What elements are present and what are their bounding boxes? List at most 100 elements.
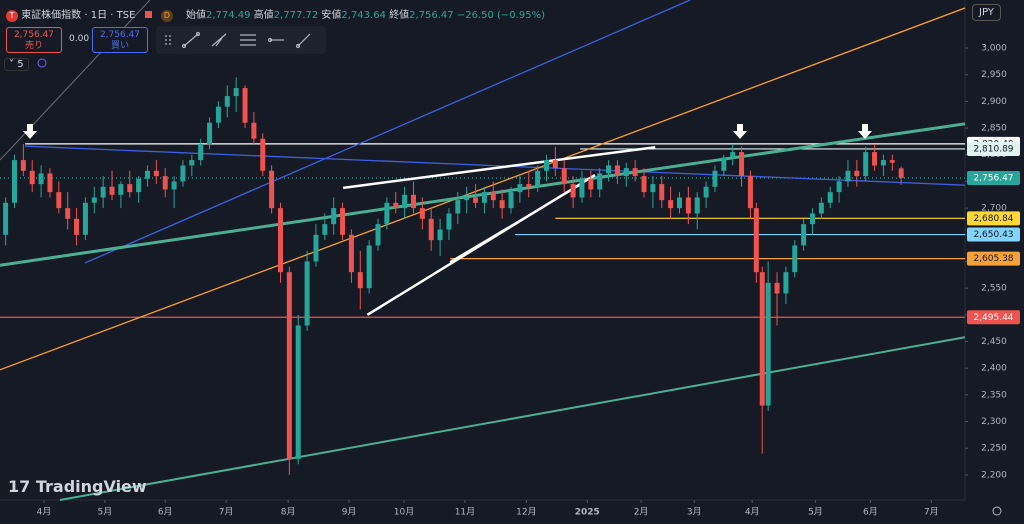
candle-body (543, 160, 549, 171)
header: T 東証株価指数 · 1日 · TSE D 始値2,774.49 高値2,777… (6, 6, 545, 22)
y-tick-label: 2,350 (981, 390, 1007, 400)
candle-body (198, 144, 204, 161)
candle-body (668, 200, 674, 209)
candle-body (144, 170, 150, 179)
x-tick-label: 10月 (394, 507, 414, 518)
candle-body (38, 173, 44, 185)
candle-body (100, 186, 106, 198)
candle-body (295, 325, 301, 459)
x-tick-label: 3月 (687, 507, 702, 518)
candle-body (561, 168, 567, 185)
candle-body (845, 170, 851, 182)
candle-body (171, 181, 177, 190)
x-tick-label: 4月 (745, 507, 760, 518)
candle-body (889, 160, 895, 163)
candle-body (712, 170, 718, 187)
change: −26.50 (−0.95%) (456, 10, 545, 21)
candle-body (402, 194, 408, 209)
candle-body (753, 208, 759, 273)
candle-body (313, 234, 319, 262)
x-tick-label: 6月 (158, 507, 173, 518)
candle-body (189, 160, 195, 166)
candle-body (606, 165, 612, 174)
price-label-box (967, 227, 1020, 242)
price-label-box (967, 170, 1020, 185)
sell-label: 売り (24, 41, 43, 51)
trend-line (25, 145, 966, 186)
candle-body (783, 272, 789, 294)
candle-body (162, 176, 168, 190)
candle-body (331, 208, 337, 225)
value: 2,743.64 (341, 10, 386, 21)
value: 2,777.72 (273, 10, 319, 21)
candle-body (357, 272, 363, 289)
x-tick-label: 12月 (516, 507, 536, 518)
candle-body (3, 202, 9, 235)
candle-body (286, 272, 292, 459)
trend-line (449, 182, 584, 263)
candle-body (765, 282, 771, 406)
trend-line (342, 146, 656, 190)
candle-body (224, 96, 230, 107)
candle-body (455, 200, 461, 214)
candle-body (614, 165, 620, 177)
candle-body (242, 88, 248, 123)
indicator-toggle[interactable]: ˅ 5 (4, 58, 29, 71)
candle-body (136, 178, 142, 193)
candle-body (676, 197, 682, 209)
logo: 𝟭𝟳 TradingView (8, 477, 147, 496)
candle-body (47, 173, 53, 193)
candle-body (490, 192, 496, 201)
trend-line (0, 0, 151, 161)
candle-body (739, 152, 745, 177)
candle-body (809, 213, 815, 225)
candle-body (898, 168, 904, 178)
candle-body (269, 170, 275, 209)
label: 始値 (185, 10, 206, 21)
price-label: 2,680.84 (973, 214, 1013, 224)
candle-body (632, 168, 638, 177)
price-label-box (967, 141, 1020, 156)
buy-price: 2,756.47 (99, 30, 141, 40)
currency[interactable]: JPY (972, 4, 1001, 21)
candle-body (127, 184, 133, 193)
candle-body (251, 122, 257, 139)
price-label-box (967, 251, 1020, 266)
candle-body (759, 272, 765, 406)
candle-body (588, 178, 594, 190)
candle-body (277, 208, 283, 273)
candle-body (570, 184, 576, 198)
y-tick-label: 2,850 (981, 124, 1007, 134)
price-label-box (967, 310, 1020, 325)
buy-button[interactable]: 2,756.47 買い (92, 27, 148, 53)
y-tick-label: 3,000 (981, 44, 1007, 54)
candle-body (685, 197, 691, 214)
candle-body (517, 184, 523, 193)
sell-price: 2,756.47 (13, 30, 55, 40)
sell-button[interactable]: 2,756.47 売り (6, 27, 62, 53)
candle-body (597, 173, 603, 190)
drawing-toolbar (156, 26, 326, 54)
x-tick-label: 2025 (575, 508, 600, 518)
candle-body (446, 213, 452, 230)
x-tick-label: 7月 (924, 507, 939, 518)
price-label: 2,605.38 (973, 254, 1013, 264)
x-tick-label: 8月 (281, 507, 296, 518)
candle-body (694, 197, 700, 214)
candle-body (82, 202, 88, 235)
badge: D (160, 10, 173, 22)
symbol[interactable]: 東証株価指数 · 1日 · TSE (21, 10, 136, 21)
candle-body (730, 152, 736, 158)
x-tick-label: 9月 (342, 507, 357, 518)
y-tick-label: 2,900 (981, 97, 1007, 107)
candle-body (65, 208, 71, 219)
y-tick-label: 2,300 (981, 417, 1007, 427)
y-tick-label: 2,250 (981, 444, 1007, 454)
candle-body (375, 224, 381, 246)
candle-body (437, 229, 443, 241)
label: 終値 (389, 10, 410, 21)
price-label: 2,650.43 (973, 230, 1013, 240)
price-label: 2,495.44 (973, 313, 1013, 323)
